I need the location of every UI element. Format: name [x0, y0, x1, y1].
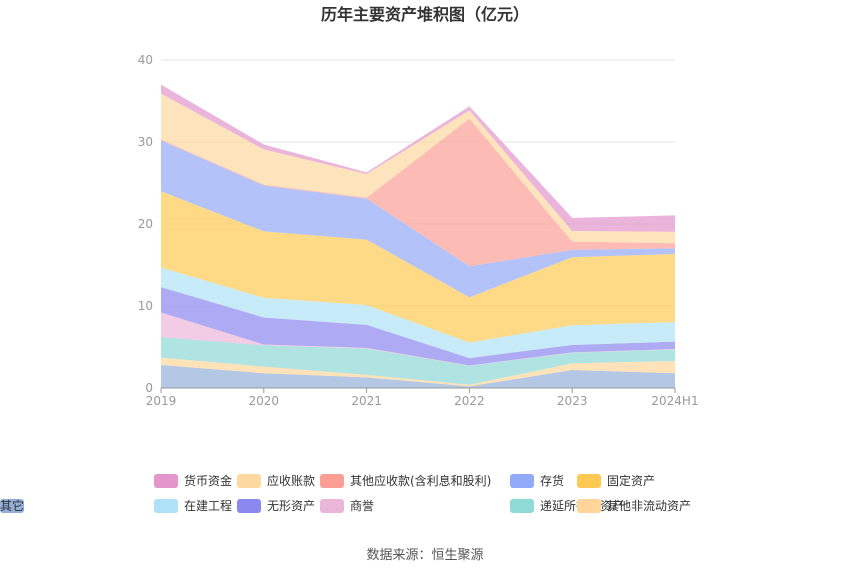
- area-5: [161, 267, 675, 359]
- legend-item[interactable]: 应收账款: [237, 473, 315, 488]
- area-7: [161, 140, 675, 298]
- x-tick-label: 2024H1: [651, 394, 698, 408]
- legend-label: 固定资产: [607, 473, 655, 488]
- y-tick-label: 20: [138, 217, 153, 231]
- legend-item[interactable]: 其他应收款(含利息和股利): [320, 473, 491, 488]
- legend-item[interactable]: 其它: [0, 498, 24, 513]
- legend-swatch: [510, 499, 534, 513]
- legend-label: 存货: [540, 473, 564, 488]
- legend-swatch: [0, 499, 24, 513]
- area-8: [161, 118, 675, 267]
- legend-item[interactable]: 商誉: [320, 498, 374, 513]
- legend-item[interactable]: 存货: [510, 473, 564, 488]
- legend-swatch: [320, 499, 344, 513]
- chart-title: 历年主要资产堆积图（亿元）: [321, 5, 529, 24]
- x-tick-label: 2021: [351, 394, 382, 408]
- legend-item[interactable]: 固定资产: [577, 473, 655, 488]
- data-source: 数据来源：恒生聚源: [366, 548, 483, 563]
- area-1: [161, 357, 675, 387]
- legend-swatch: [154, 474, 178, 488]
- legend-swatch: [320, 474, 344, 488]
- x-tick-label: 2020: [249, 394, 280, 408]
- legend-label: 商誉: [350, 498, 374, 513]
- x-tick-label: 2023: [557, 394, 588, 408]
- area-0: [161, 365, 675, 388]
- legend-item[interactable]: 其他非流动资产: [577, 499, 691, 513]
- area-4: [161, 287, 675, 366]
- y-tick-label: 0: [145, 381, 153, 395]
- legend: 货币资金应收账款其他应收款(含利息和股利)存货固定资产在建工程无形资产商誉递延所…: [0, 473, 691, 513]
- area-10: [161, 84, 675, 232]
- area-2: [161, 337, 675, 385]
- legend-label: 货币资金: [184, 473, 232, 488]
- legend-swatch: [577, 474, 601, 488]
- legend-item[interactable]: 货币资金: [154, 473, 232, 488]
- x-tick-label: 2019: [146, 394, 177, 408]
- legend-item[interactable]: 无形资产: [237, 499, 315, 513]
- legend-swatch: [154, 499, 178, 513]
- legend-label: 应收账款: [267, 473, 315, 488]
- legend-label: 其他非流动资产: [607, 499, 691, 513]
- legend-swatch: [577, 499, 601, 513]
- axes: 2019 2020 2021 2022 2023 2024H1: [146, 387, 699, 408]
- legend-swatch: [510, 474, 534, 488]
- legend-label: 其他应收款(含利息和股利): [350, 473, 491, 488]
- y-tick-label: 40: [138, 53, 153, 67]
- area-6: [161, 191, 675, 343]
- legend-swatch: [237, 474, 261, 488]
- y-tick-label: 30: [138, 135, 153, 149]
- legend-swatch: [237, 499, 261, 513]
- legend-label: 其它: [0, 498, 24, 513]
- legend-label: 在建工程: [184, 498, 232, 513]
- area-9: [161, 93, 675, 244]
- y-tick-label: 10: [138, 299, 153, 313]
- area-series: [161, 84, 675, 388]
- legend-item[interactable]: 在建工程: [154, 498, 232, 513]
- x-tick-label: 2022: [454, 394, 485, 408]
- legend-label: 无形资产: [267, 499, 315, 513]
